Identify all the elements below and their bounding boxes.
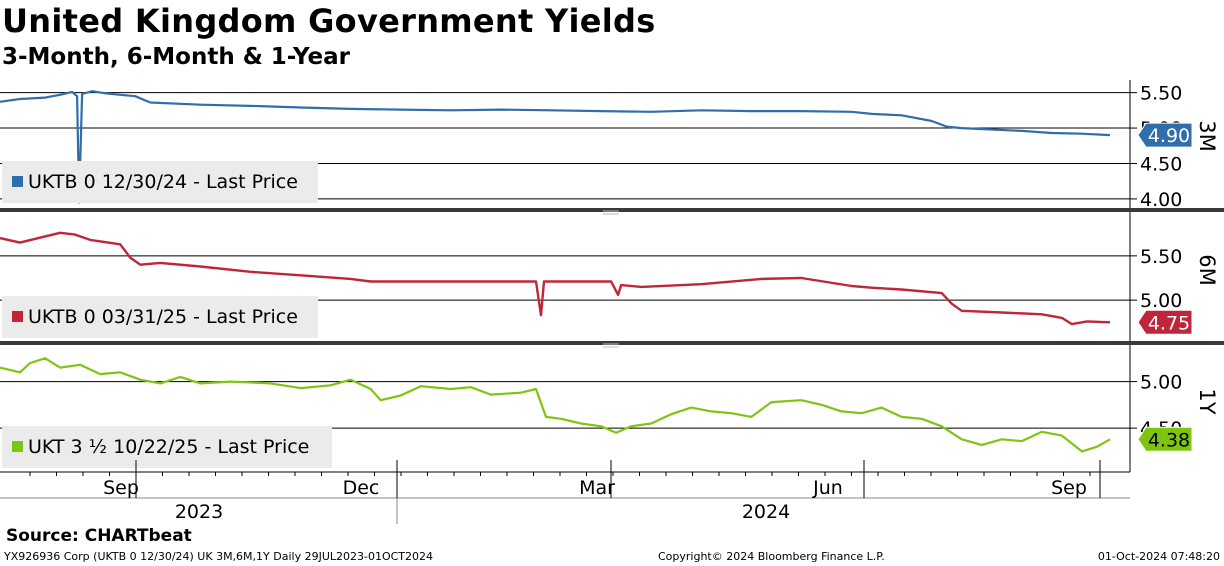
source-label: Source: CHARTbeat	[6, 526, 192, 546]
legend-swatch	[12, 176, 23, 187]
year-label-2024: 2024	[742, 501, 790, 523]
x-tick-label-jun: Jun	[812, 477, 843, 499]
last-price-tag	[1137, 426, 1193, 452]
x-axis-labels: Sep Dec Mar Jun Sep 2023 2024	[103, 477, 1087, 523]
legend-box	[2, 296, 318, 338]
footer-timestamp: 01-Oct-2024 07:48:20	[1097, 550, 1220, 563]
x-tick-label-sep-2023: Sep	[103, 477, 139, 499]
panel-6m: 5.50 5.004.75 6M UKTB 0 03/31/25 - Last Pri…	[0, 231, 1219, 338]
legend-box	[2, 426, 332, 468]
panel-separator-1	[0, 208, 1224, 212]
y-tick-label: 4.50	[1140, 153, 1182, 175]
panel-label-6m: 6M	[1195, 254, 1219, 285]
legend-label: UKTB 0 12/30/24 - Last Price	[28, 171, 298, 193]
legend-label: UKTB 0 03/31/25 - Last Price	[28, 306, 298, 328]
y-tick-label: 4.00	[1140, 189, 1182, 211]
separator-handles	[603, 210, 619, 348]
y-tick-label: 5.50	[1140, 83, 1182, 105]
panel-frames	[0, 80, 1131, 524]
y-tick-label: 5.00	[1140, 290, 1182, 312]
panel-separator-2	[0, 341, 1224, 345]
legend-box	[2, 161, 318, 203]
last-price-value: 4.38	[1148, 429, 1190, 451]
x-tick-label-sep-2024: Sep	[1051, 477, 1087, 499]
chart-subtitle: 3-Month, 6-Month & 1-Year	[2, 44, 350, 70]
footer-ticker-info: YX926936 Corp (UKTB 0 12/30/24) UK 3M,6M…	[4, 550, 434, 563]
last-price-tag	[1137, 122, 1193, 148]
y-tick-label: 5.00	[1140, 372, 1182, 394]
series-line-6m	[0, 231, 1111, 326]
y-tick-label: 5.50	[1140, 246, 1182, 268]
legend-label: UKT 3 ½ 10/22/25 - Last Price	[28, 436, 309, 458]
panel-label-1y: 1Y	[1195, 388, 1219, 414]
last-price-tag	[1137, 309, 1193, 335]
x-tick-label-dec: Dec	[343, 477, 380, 499]
x-tick-label-mar: Mar	[579, 477, 615, 499]
legend-swatch	[12, 441, 23, 452]
legend-swatch	[12, 311, 23, 322]
year-label-2023: 2023	[175, 501, 223, 523]
footer-copyright: Copyright© 2024 Bloomberg Finance L.P.	[658, 550, 885, 563]
last-price-value: 4.90	[1148, 125, 1190, 147]
series-line-1y	[0, 357, 1111, 453]
x-axis	[29, 460, 1101, 498]
panel-label-3m: 3M	[1195, 120, 1219, 151]
chart-title: United Kingdom Government Yields	[2, 2, 656, 40]
last-price-value: 4.75	[1148, 312, 1190, 334]
